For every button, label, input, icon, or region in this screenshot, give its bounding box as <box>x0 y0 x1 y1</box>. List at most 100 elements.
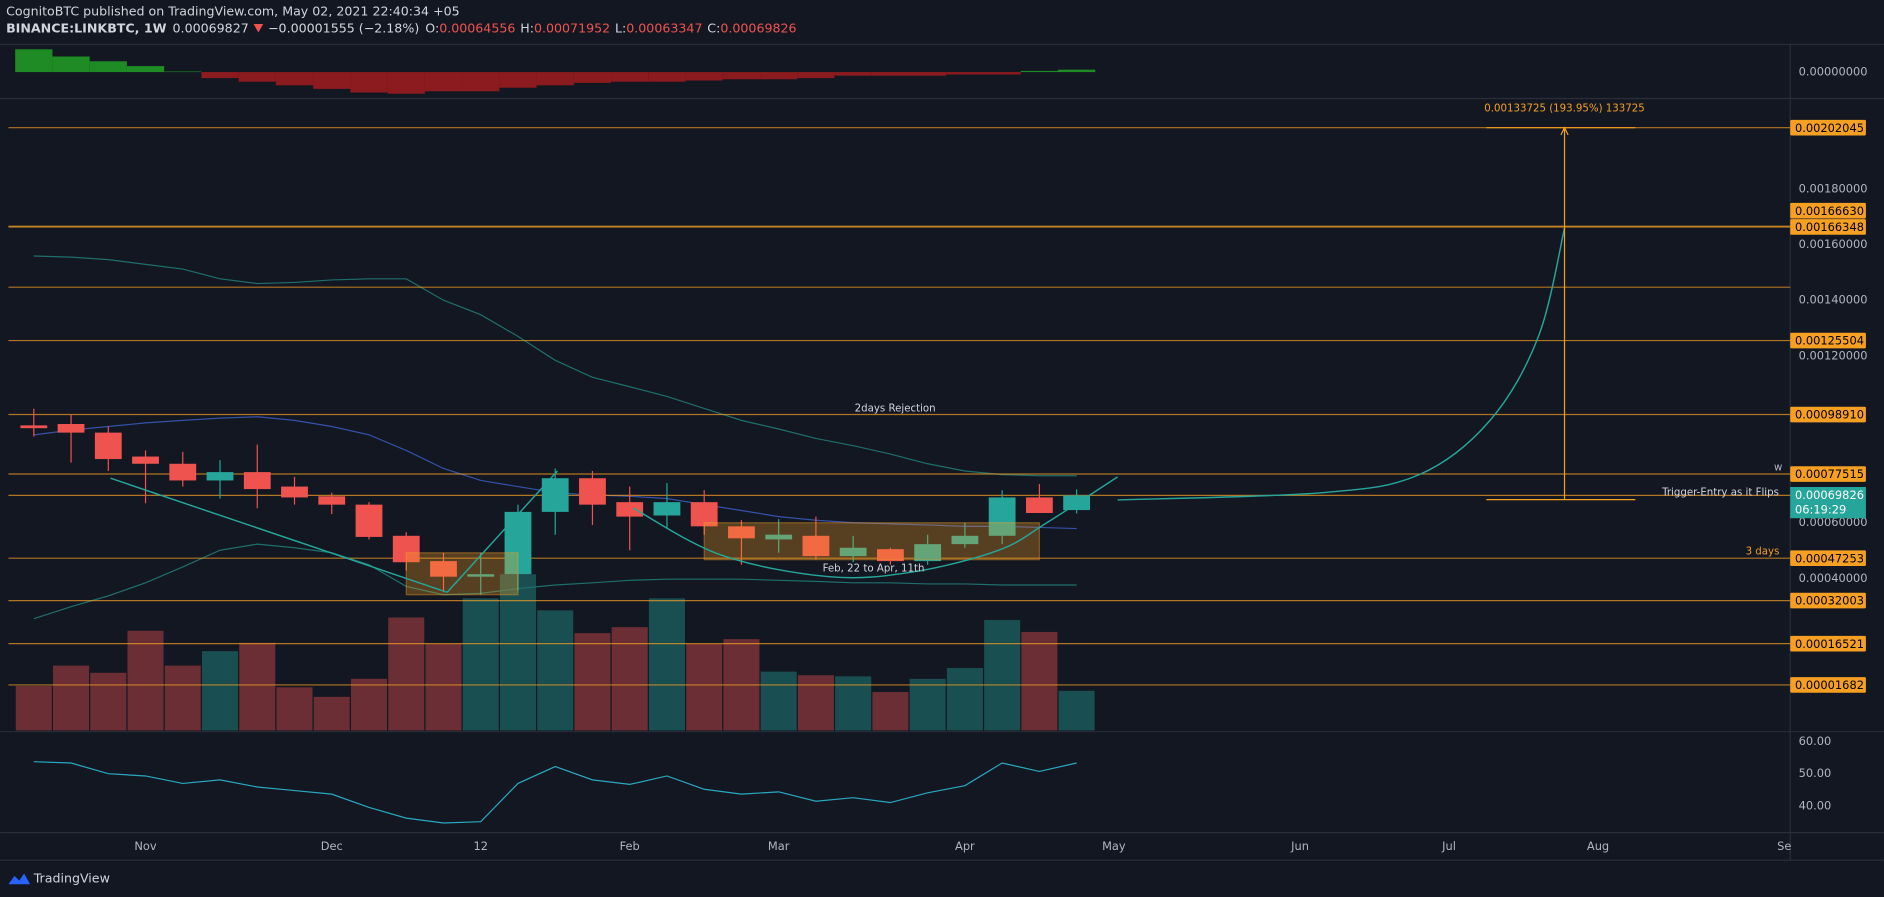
volume-bar <box>872 692 909 731</box>
candle-body <box>20 425 48 429</box>
level-label-box <box>1790 406 1866 423</box>
y-tick-label: 0.00160000 <box>1799 237 1868 251</box>
candle-body <box>57 423 85 433</box>
volume-bar <box>127 630 164 731</box>
candle-body <box>690 502 718 527</box>
annotation: 3 days <box>1746 546 1780 557</box>
x-tick-label: Dec <box>321 839 343 853</box>
oscillator-bar <box>760 72 798 80</box>
annotation: w <box>1774 462 1782 473</box>
oscillator-bar <box>462 72 500 92</box>
oscillator-bar <box>536 72 574 86</box>
last-price-box <box>1790 486 1866 519</box>
candle-body <box>467 574 495 577</box>
candle-body <box>1025 497 1053 513</box>
oscillator-bar <box>15 49 53 73</box>
x-tick-label: May <box>1102 839 1126 853</box>
upper-band <box>33 255 1077 477</box>
header-field: 0.00071952 <box>534 20 610 35</box>
range-box <box>405 552 519 596</box>
candle-body <box>318 496 346 505</box>
oscillator-bar <box>424 72 463 92</box>
candle-body <box>616 502 644 517</box>
oscillator-bar <box>164 71 202 73</box>
header-field: BINANCE:LINKBTC, 1W <box>6 20 167 35</box>
x-tick-label: Jul <box>1441 839 1456 853</box>
last-price-label: 0.00069826 <box>1795 488 1864 502</box>
x-tick-label: Aug <box>1587 839 1609 853</box>
candle-body <box>169 463 197 481</box>
candle-body <box>430 561 457 577</box>
candle-body <box>243 472 271 490</box>
y-tick-label: 0.00120000 <box>1799 348 1868 362</box>
volume-bar <box>53 665 90 731</box>
header-field: H: <box>520 20 534 35</box>
x-tick-label: Mar <box>768 839 790 853</box>
volume-bar <box>1021 631 1058 731</box>
volume-bar <box>425 643 462 731</box>
level-label-box <box>1790 592 1866 609</box>
y-tick-label: 0.00040000 <box>1799 571 1868 585</box>
volume-bar <box>574 633 611 731</box>
level-label: 0.00047253 <box>1795 551 1864 565</box>
oscillator-bar <box>499 72 537 88</box>
down-arrow-icon <box>253 24 264 33</box>
header-field: O: <box>425 20 439 35</box>
y-tick-label: 0.00060000 <box>1799 515 1868 529</box>
oscillator-bar <box>946 72 984 75</box>
annotation: 2days Rejection <box>855 403 936 414</box>
candle-body <box>653 502 681 516</box>
level-label: 0.00166348 <box>1795 220 1864 234</box>
volume-bar <box>201 651 239 731</box>
level-label: 0.00077515 <box>1795 467 1864 481</box>
x-tick-label: Nov <box>134 839 157 853</box>
level-label: 0.00001682 <box>1795 678 1864 692</box>
oscillator-bar <box>238 72 276 82</box>
header-field: L: <box>615 20 626 35</box>
level-label-box <box>1790 332 1866 349</box>
annotation: Feb, 22 to Apr, 11th <box>823 563 925 574</box>
oscillator-bar <box>909 72 947 76</box>
volume-bar <box>797 675 834 731</box>
panel-borders <box>0 43 1884 861</box>
oscillator-bar <box>983 72 1021 75</box>
volume-bar <box>984 619 1021 731</box>
oscillator-bar <box>797 72 835 79</box>
volume-bar <box>611 627 648 731</box>
header-field: 0.00069827 <box>173 20 249 35</box>
header-field: 0.00063347 <box>626 20 702 35</box>
oscillator-bar <box>834 72 872 76</box>
volume-bar <box>164 665 201 731</box>
oscillator-bar <box>1020 70 1059 73</box>
y-tick-label: 0.00180000 <box>1799 181 1868 195</box>
x-tick-label: Jun <box>1290 839 1309 853</box>
y-tick-label: 60.00 <box>1799 734 1832 748</box>
level-label-box <box>1790 635 1866 652</box>
projection-curve <box>633 476 1118 579</box>
oscillator-bar <box>313 72 351 89</box>
oscillator-bar <box>89 61 127 73</box>
oscillator-bar <box>871 72 910 76</box>
measure-label: 0.00133725 (193.95%) 133725 <box>1484 103 1644 114</box>
publish-title: CognitoBTC published on TradingView.com,… <box>6 4 460 19</box>
rsi-line <box>33 761 1077 824</box>
annotation: Trigger-Entry as it Flips <box>1661 488 1779 499</box>
level-label: 0.00032003 <box>1795 594 1864 608</box>
footer-brand[interactable]: TradingView <box>33 870 110 885</box>
oscillator-bar <box>611 72 649 82</box>
volume-bar <box>313 696 350 731</box>
volume-bar <box>350 678 388 731</box>
volume-bar <box>90 672 127 731</box>
candle-body <box>839 547 867 557</box>
y-tick-label: 40.00 <box>1799 799 1832 813</box>
candle-body <box>94 432 122 460</box>
trend-line <box>446 470 558 593</box>
oscillator-bar <box>573 72 612 83</box>
logo <box>8 873 31 885</box>
y-tick-label: 50.00 <box>1799 766 1832 780</box>
oscillator-bar <box>126 66 165 73</box>
header-field: 0.00069826 <box>720 20 796 35</box>
x-tick-label: Se <box>1777 839 1791 853</box>
